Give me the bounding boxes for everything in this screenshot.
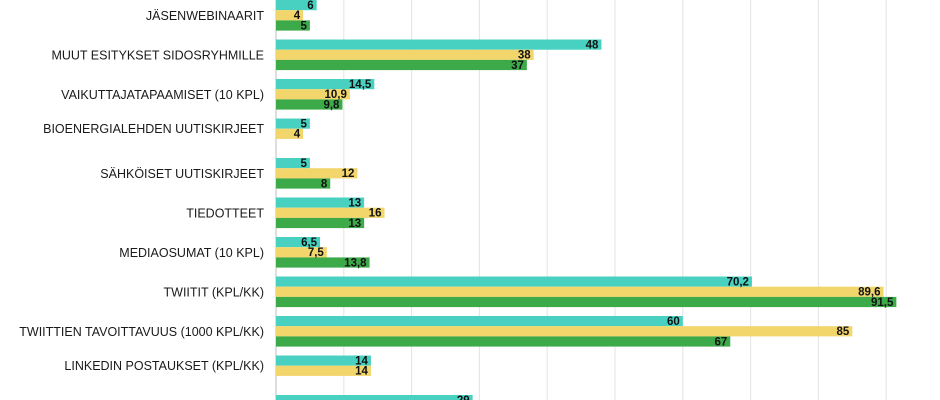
- category-label: SÄHKÖISET UUTISKIRJEET: [100, 167, 264, 181]
- bar: [276, 20, 310, 31]
- data-label: 9,8: [323, 99, 340, 111]
- bar: [276, 39, 602, 50]
- bar: [276, 0, 317, 11]
- category-label: LINKEDIN POSTAUKSET (KPL/KK): [64, 359, 264, 373]
- data-label: 5: [300, 119, 307, 131]
- data-label: 48: [586, 40, 599, 52]
- category-label: VAIKUTTAJATAPAAMISET (10 KPL): [61, 88, 264, 102]
- category-label: TWIITIT (KPL/KK): [164, 285, 264, 299]
- category-label: TIEDOTTEET: [186, 206, 264, 220]
- data-label: 37: [511, 60, 524, 72]
- bar: [276, 79, 375, 90]
- category-label: MUUT ESITYKSET SIDOSRYHMILLE: [51, 48, 264, 62]
- data-label: 13: [348, 198, 361, 210]
- category-label: JÄSENWEBINAARIT: [146, 9, 264, 23]
- data-label: 4: [294, 129, 301, 141]
- data-label: 4: [294, 10, 301, 22]
- bar: [276, 168, 358, 179]
- category-label: TWIITTIEN TAVOITTAVUUS (1000 KPL/KK): [19, 325, 264, 339]
- data-label: 5: [300, 20, 307, 32]
- data-label: 12: [342, 168, 355, 180]
- data-label: 16: [369, 208, 382, 220]
- data-label: 91,5: [871, 297, 894, 309]
- data-label: 7,5: [308, 247, 325, 259]
- bar: [276, 316, 683, 327]
- bar: [276, 118, 310, 129]
- bar: [276, 197, 365, 208]
- bar: [276, 89, 350, 100]
- bar: [276, 247, 327, 258]
- data-label: 70,2: [727, 277, 749, 289]
- bar: [276, 365, 371, 376]
- value-labels: 64548383714,510,99,85451281316136,57,513…: [294, 0, 894, 400]
- bar: [276, 237, 321, 248]
- data-label: 29: [457, 395, 470, 400]
- bar: [276, 217, 365, 229]
- bar: [276, 178, 331, 189]
- data-label: 5: [300, 158, 307, 170]
- bar: [276, 326, 853, 337]
- bar: [276, 207, 385, 218]
- bar: [276, 10, 304, 21]
- data-label: 10,9: [325, 89, 347, 101]
- data-label: 14: [355, 366, 368, 378]
- data-label: 89,6: [858, 287, 880, 299]
- bar: [276, 276, 752, 287]
- bar: [276, 99, 343, 110]
- bar: [276, 395, 473, 400]
- data-label: 60: [667, 316, 680, 328]
- bar: [276, 128, 304, 139]
- category-labels: JÄSENWEBINAARIT MUUT ESITYKSET SIDOSRYHMI…: [19, 9, 264, 373]
- data-label: 85: [837, 326, 850, 338]
- data-label: 14,5: [349, 79, 372, 91]
- data-label: 6: [307, 0, 313, 12]
- bar: [276, 296, 897, 308]
- bar: [276, 59, 527, 71]
- bar: [276, 49, 534, 60]
- category-label: MEDIAOSUMAT (10 KPL): [119, 246, 264, 260]
- bars: [276, 0, 897, 400]
- data-label: 6,5: [301, 237, 318, 249]
- data-label: 38: [518, 50, 531, 62]
- data-label: 14: [355, 356, 368, 368]
- data-label: 67: [714, 336, 727, 348]
- data-label: 13: [348, 218, 361, 230]
- bar: [276, 336, 731, 347]
- data-label: 13,8: [344, 257, 367, 269]
- data-label: 8: [321, 178, 328, 190]
- category-label: BIOENERGIALEHDEN UUTISKIRJEET: [43, 122, 264, 136]
- bar: [276, 158, 310, 169]
- bar: [276, 286, 884, 297]
- bar: [276, 257, 370, 268]
- bar: [276, 355, 371, 366]
